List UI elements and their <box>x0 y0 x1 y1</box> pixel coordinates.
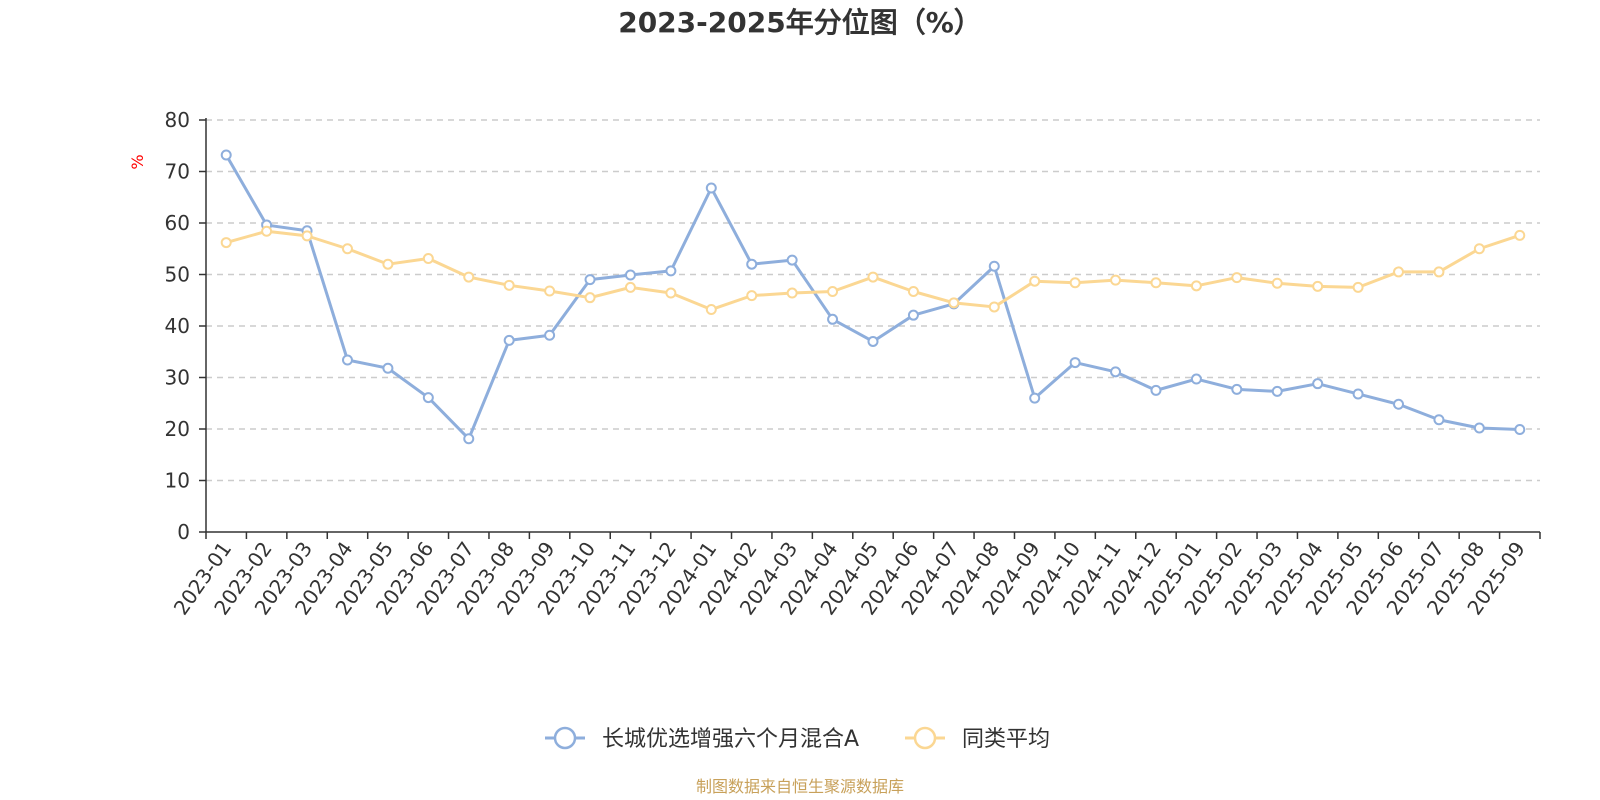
y-tick-label: 30 <box>165 366 190 390</box>
data-point-1 <box>867 271 879 283</box>
data-point-0 <box>382 362 394 374</box>
series-lines <box>220 149 1526 445</box>
legend-marker-peer-average <box>913 726 937 750</box>
data-point-0 <box>1514 424 1526 436</box>
data-point-0 <box>907 309 919 321</box>
data-point-1 <box>786 287 798 299</box>
data-point-1 <box>1029 275 1041 287</box>
y-tick-label: 80 <box>165 108 190 132</box>
data-point-0 <box>463 433 475 445</box>
data-point-1 <box>1393 266 1405 278</box>
series-line-1 <box>225 229 1521 312</box>
data-point-0 <box>1231 383 1243 395</box>
source-note: 制图数据来自恒生聚源数据库 <box>696 777 904 796</box>
data-point-0 <box>1150 384 1162 396</box>
y-tick-label: 50 <box>165 263 190 287</box>
legend: 长城优选增强六个月混合A 同类平均 <box>545 726 1050 752</box>
data-point-1 <box>948 297 960 309</box>
data-point-0 <box>988 260 1000 272</box>
data-point-1 <box>422 253 434 265</box>
data-point-1 <box>220 237 232 249</box>
data-point-1 <box>705 304 717 316</box>
data-point-0 <box>1271 385 1283 397</box>
data-point-0 <box>1473 422 1485 434</box>
data-point-1 <box>746 290 758 302</box>
data-point-0 <box>867 335 879 347</box>
data-point-1 <box>1514 229 1526 241</box>
series-line-0 <box>224 154 1520 441</box>
data-point-0 <box>705 182 717 194</box>
y-tick-label: 0 <box>177 520 190 544</box>
data-point-0 <box>422 392 434 404</box>
data-point-1 <box>544 285 556 297</box>
data-point-1 <box>584 292 596 304</box>
data-point-0 <box>341 354 353 366</box>
axes <box>199 118 1541 539</box>
grid-lines <box>206 119 1540 482</box>
data-point-1 <box>988 301 1000 313</box>
data-point-1 <box>341 243 353 255</box>
x-tick-labels: 2023-012023-022023-032023-042023-052023-… <box>169 537 1530 619</box>
legend-label-fund: 长城优选增强六个月混合A <box>602 727 859 752</box>
data-point-0 <box>1393 398 1405 410</box>
data-point-0 <box>786 254 798 266</box>
data-point-0 <box>584 274 596 286</box>
legend-marker-fund <box>553 726 577 750</box>
legend-item-fund[interactable]: 长城优选增强六个月混合A <box>545 726 859 752</box>
y-tick-label: 40 <box>165 314 190 338</box>
data-point-1 <box>1352 281 1364 293</box>
y-tick-label: 10 <box>165 469 190 493</box>
data-point-1 <box>301 230 313 242</box>
data-point-0 <box>1190 373 1202 385</box>
chart-title: 2023-2025年分位图（%） <box>618 6 982 39</box>
data-point-0 <box>1352 388 1364 400</box>
data-point-0 <box>1029 392 1041 404</box>
data-point-1 <box>1473 243 1485 255</box>
data-point-1 <box>1110 274 1122 286</box>
y-tick-label: 20 <box>165 417 190 441</box>
y-axis-unit: % <box>128 154 147 169</box>
data-point-0 <box>665 265 677 277</box>
data-point-1 <box>907 285 919 297</box>
data-point-0 <box>827 313 839 325</box>
data-point-1 <box>624 281 636 293</box>
y-tick-label: 60 <box>165 211 190 235</box>
data-point-0 <box>544 329 556 341</box>
data-point-0 <box>1433 414 1445 426</box>
data-point-1 <box>827 285 839 297</box>
data-point-0 <box>1069 357 1081 369</box>
data-point-1 <box>1150 277 1162 289</box>
data-point-0 <box>1110 366 1122 378</box>
data-point-0 <box>746 258 758 270</box>
data-point-1 <box>1312 280 1324 292</box>
data-point-0 <box>503 334 515 346</box>
y-tick-labels: 0 10 20 30 40 50 60 70 80 <box>165 108 190 544</box>
data-point-1 <box>1231 272 1243 284</box>
data-point-0 <box>1312 378 1324 390</box>
data-point-0 <box>624 269 636 281</box>
data-point-1 <box>1433 266 1445 278</box>
data-point-1 <box>503 279 515 291</box>
y-tick-label: 70 <box>165 160 190 184</box>
data-point-1 <box>463 271 475 283</box>
data-point-1 <box>1190 280 1202 292</box>
legend-label-peer-average: 同类平均 <box>962 727 1050 752</box>
data-point-1 <box>261 225 273 237</box>
data-point-1 <box>665 287 677 299</box>
data-point-0 <box>220 149 232 161</box>
data-point-1 <box>1271 277 1283 289</box>
legend-item-peer-average[interactable]: 同类平均 <box>905 726 1050 752</box>
data-point-1 <box>382 258 394 270</box>
data-point-1 <box>1069 277 1081 289</box>
